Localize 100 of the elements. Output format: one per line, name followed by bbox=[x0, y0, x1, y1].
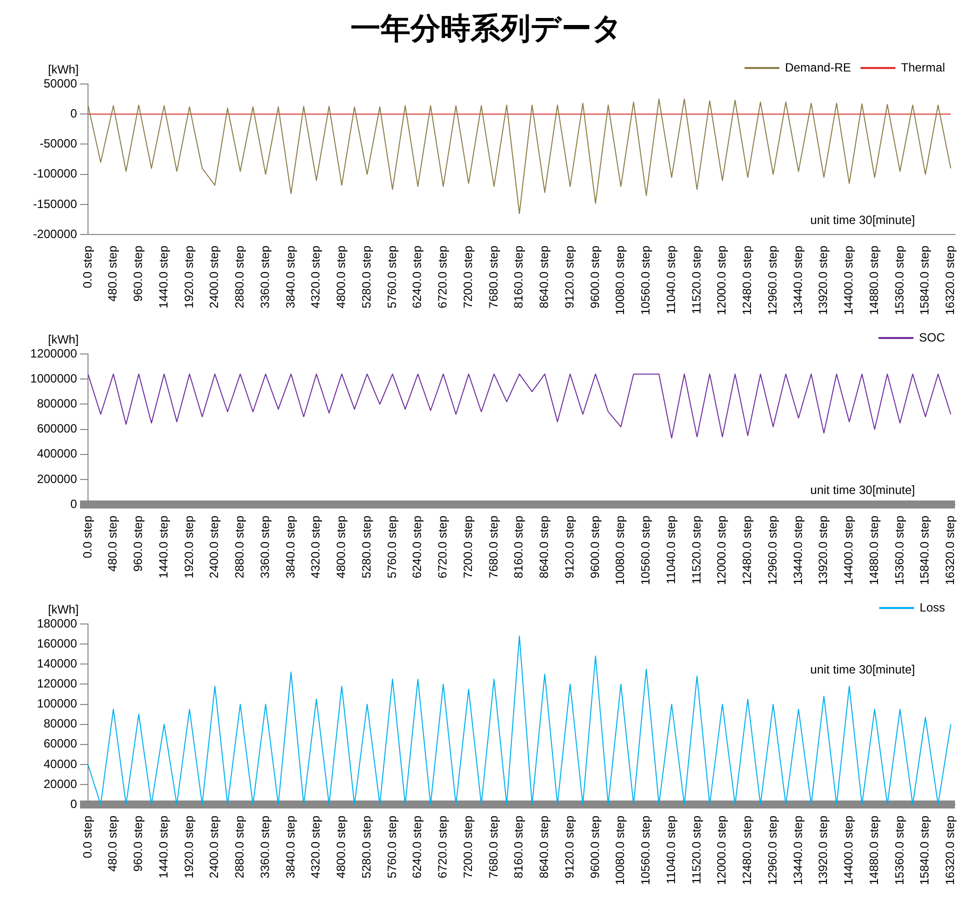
x-tick-label: 12480.0 step bbox=[740, 515, 754, 586]
y-tick-label: 400000 bbox=[36, 446, 78, 461]
y-tick-label: -200000 bbox=[32, 226, 78, 241]
chart-title: 一年分時系列データ bbox=[350, 12, 622, 46]
x-tick-label: 10560.0 step bbox=[638, 245, 653, 316]
x-tick-label: 15360.0 step bbox=[892, 815, 906, 886]
x-tick-label: 14880.0 step bbox=[866, 815, 881, 886]
annotation: unit time 30[minute] bbox=[810, 212, 915, 227]
y-axis-title: [kWh] bbox=[48, 602, 79, 616]
x-tick-label: 11040.0 step bbox=[664, 245, 678, 314]
x-tick-label: 15840.0 step bbox=[918, 245, 932, 316]
x-tick-label: 2880.0 step bbox=[232, 815, 247, 878]
x-tick-label: 1440.0 step bbox=[156, 245, 170, 308]
x-tick-label: 16320.0 step bbox=[943, 245, 958, 316]
x-tick-label: 960.0 step bbox=[131, 245, 146, 302]
x-tick-label: 6240.0 step bbox=[410, 515, 424, 578]
x-tick-label: 7680.0 step bbox=[486, 245, 500, 308]
legend-label: Demand-RE bbox=[784, 60, 851, 74]
x-tick-label: 7200.0 step bbox=[460, 515, 475, 578]
x-tick-label: 7200.0 step bbox=[460, 815, 475, 878]
x-tick-label: 11520.0 step bbox=[689, 245, 704, 314]
x-tick-label: 480.0 step bbox=[106, 245, 120, 302]
x-tick-label: 13920.0 step bbox=[816, 815, 830, 886]
annotation: unit time 30[minute] bbox=[810, 662, 915, 676]
x-tick-label: 2880.0 step bbox=[232, 515, 247, 578]
x-tick-label: 14400.0 step bbox=[842, 245, 856, 316]
x-tick-label: 7680.0 step bbox=[486, 815, 500, 878]
y-tick-label: 1200000 bbox=[30, 346, 78, 360]
x-tick-label: 12480.0 step bbox=[740, 815, 754, 886]
x-tick-label: 11040.0 step bbox=[664, 815, 678, 884]
x-tick-label: 4800.0 step bbox=[334, 815, 348, 878]
x-tick-label: 5280.0 step bbox=[359, 245, 374, 308]
x-tick-label: 2880.0 step bbox=[232, 245, 247, 308]
x-tick-label: 3360.0 step bbox=[258, 245, 272, 308]
x-tick-label: 4320.0 step bbox=[308, 815, 323, 878]
x-tick-label: 7680.0 step bbox=[486, 515, 500, 578]
x-tick-label: 15840.0 step bbox=[918, 515, 932, 586]
x-tick-label: 2400.0 step bbox=[207, 245, 222, 308]
x-tick-label: 13440.0 step bbox=[790, 515, 805, 586]
legend-label: Loss bbox=[920, 600, 946, 614]
x-tick-label: 1440.0 step bbox=[156, 515, 170, 578]
x-tick-label: 11520.0 step bbox=[689, 815, 704, 884]
x-tick-label: 960.0 step bbox=[131, 515, 146, 572]
y-tick-label: 1000000 bbox=[30, 371, 78, 386]
y-tick-label: -150000 bbox=[32, 196, 78, 211]
y-tick-label: 0 bbox=[70, 496, 78, 511]
x-tick-label: 14880.0 step bbox=[866, 515, 881, 586]
x-tick-label: 5760.0 step bbox=[384, 815, 399, 878]
y-tick-label: -50000 bbox=[40, 136, 78, 151]
x-tick-label: 15360.0 step bbox=[892, 515, 906, 586]
y-axis-title: [kWh] bbox=[48, 62, 79, 76]
x-tick-label: 12000.0 step bbox=[714, 515, 729, 586]
y-tick-label: 800000 bbox=[36, 396, 78, 411]
x-tick-label: 4320.0 step bbox=[308, 245, 323, 308]
x-tick-label: 12960.0 step bbox=[765, 515, 780, 586]
x-tick-label: 0.0 step bbox=[80, 515, 94, 558]
x-tick-label: 13440.0 step bbox=[790, 245, 805, 316]
x-tick-label: 10080.0 step bbox=[613, 815, 628, 886]
x-tick-label: 8160.0 step bbox=[512, 815, 526, 878]
x-tick-label: 13920.0 step bbox=[816, 245, 830, 316]
x-tick-label: 4320.0 step bbox=[308, 515, 323, 578]
x-tick-label: 4800.0 step bbox=[334, 245, 348, 308]
x-tick-label: 10080.0 step bbox=[613, 515, 628, 586]
y-tick-label: 140000 bbox=[36, 656, 78, 670]
y-tick-label: 0 bbox=[70, 106, 78, 120]
x-tick-label: 10080.0 step bbox=[613, 245, 628, 316]
x-tick-label: 10560.0 step bbox=[638, 515, 653, 586]
x-tick-label: 9120.0 step bbox=[562, 815, 576, 878]
y-tick-label: 120000 bbox=[36, 676, 78, 691]
x-tick-label: 3840.0 step bbox=[283, 815, 298, 878]
x-tick-label: 15360.0 step bbox=[892, 245, 906, 316]
x-tick-label: 13440.0 step bbox=[790, 815, 805, 886]
x-tick-label: 11520.0 step bbox=[689, 515, 704, 584]
x-tick-label: 8160.0 step bbox=[512, 245, 526, 308]
x-tick-label: 7200.0 step bbox=[460, 245, 475, 308]
x-tick-label: 6240.0 step bbox=[410, 245, 424, 308]
x-tick-label: 14880.0 step bbox=[866, 245, 881, 316]
x-tick-label: 5760.0 step bbox=[384, 515, 399, 578]
y-tick-label: 200000 bbox=[36, 472, 78, 486]
x-tick-label: 12000.0 step bbox=[714, 815, 729, 886]
x-tick-label: 1920.0 step bbox=[182, 245, 196, 308]
x-tick-label: 10560.0 step bbox=[638, 815, 653, 886]
y-tick-label: 80000 bbox=[44, 716, 78, 731]
x-tick-label: 1920.0 step bbox=[182, 515, 196, 578]
x-tick-label: 5280.0 step bbox=[359, 815, 374, 878]
x-tick-label: 14400.0 step bbox=[842, 515, 856, 586]
x-tick-label: 12960.0 step bbox=[765, 245, 780, 316]
x-tick-label: 12960.0 step bbox=[765, 815, 780, 886]
y-tick-label: -100000 bbox=[32, 166, 78, 181]
x-tick-label: 960.0 step bbox=[131, 815, 146, 872]
x-tick-label: 8640.0 step bbox=[537, 245, 552, 308]
x-tick-label: 8640.0 step bbox=[537, 515, 552, 578]
x-tick-label: 6720.0 step bbox=[436, 515, 450, 578]
x-tick-label: 9600.0 step bbox=[588, 515, 602, 578]
y-tick-label: 160000 bbox=[36, 636, 78, 650]
y-tick-label: 600000 bbox=[36, 422, 78, 436]
x-tick-label: 9120.0 step bbox=[562, 515, 576, 578]
x-tick-label: 1440.0 step bbox=[156, 815, 170, 878]
y-tick-label: 20000 bbox=[44, 776, 78, 791]
x-tick-label: 5760.0 step bbox=[384, 245, 399, 308]
